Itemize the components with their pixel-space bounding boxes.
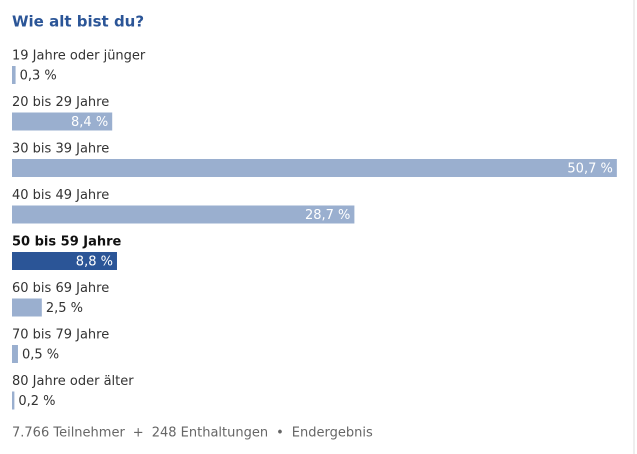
footer-text: + (133, 426, 144, 441)
bar (12, 298, 42, 317)
value-label: 0,2 % (18, 394, 55, 409)
category-label: 30 bis 39 Jahre (12, 142, 109, 157)
bar (12, 159, 617, 177)
category-label: 20 bis 29 Jahre (12, 95, 109, 110)
footer-text: • (276, 426, 284, 441)
bar (12, 252, 117, 270)
bar (12, 391, 15, 410)
category-label: 70 bis 79 Jahre (12, 328, 109, 343)
value-label: 2,5 % (46, 301, 83, 316)
footer-text: 7.766 Teilnehmer (12, 426, 125, 441)
value-label: 50,7 % (567, 162, 612, 177)
footer-text: 248 Enthaltungen (152, 426, 268, 441)
value-label: 28,7 % (305, 208, 350, 223)
category-label: 60 bis 69 Jahre (12, 281, 109, 296)
value-label: 0,5 % (22, 348, 59, 363)
chart-title: Wie alt bist du? (12, 13, 144, 31)
value-label: 0,3 % (20, 69, 57, 84)
category-label: 40 bis 49 Jahre (12, 188, 109, 203)
footer-text: Endergebnis (292, 426, 373, 441)
category-label: 19 Jahre oder jünger (12, 49, 146, 64)
value-label: 8,8 % (76, 255, 113, 270)
value-label: 8,4 % (71, 115, 108, 130)
bar (12, 66, 16, 84)
category-label: 80 Jahre oder älter (12, 374, 134, 389)
bar (12, 112, 113, 131)
bar (12, 345, 18, 363)
category-label: 50 bis 59 Jahre (12, 235, 122, 250)
bar (12, 205, 355, 224)
